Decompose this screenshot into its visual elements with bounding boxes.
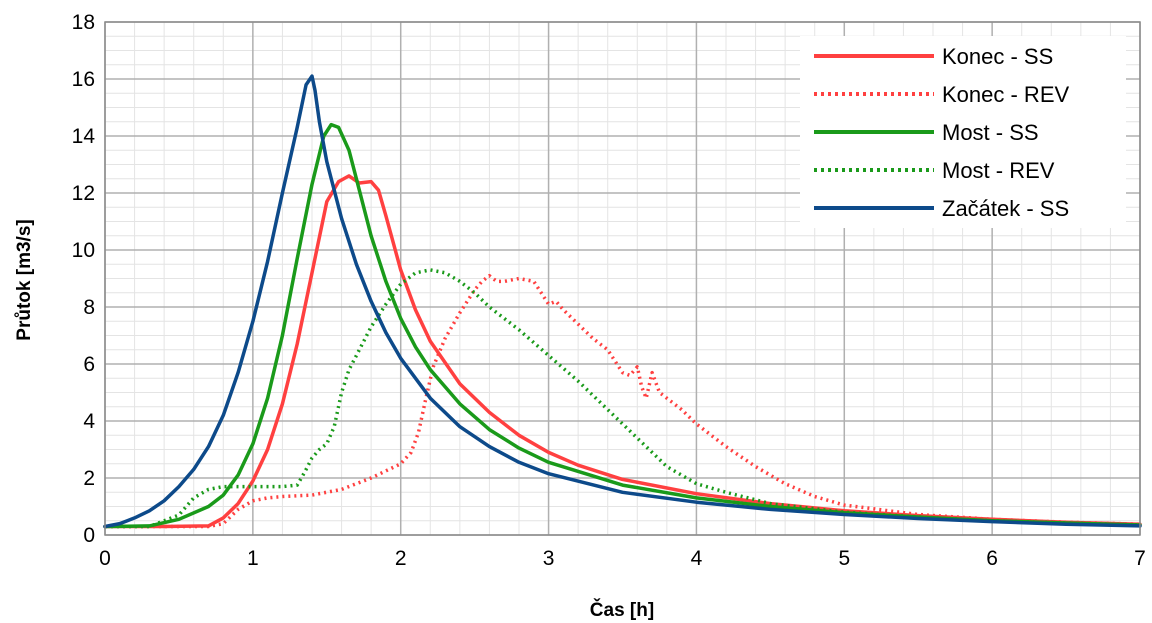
y-axis-title: Průtok [m3/s] xyxy=(14,219,35,340)
y-tick-label: 14 xyxy=(72,125,96,148)
x-tick-label: 4 xyxy=(691,547,703,570)
plot-frame xyxy=(104,21,1141,536)
y-tick-label: 12 xyxy=(72,182,95,205)
legend-label: Konec - SS xyxy=(942,44,1053,69)
legend-label: Most - REV xyxy=(942,158,1055,183)
y-tick-label: 4 xyxy=(83,410,95,433)
series-line-konec-rev xyxy=(105,273,1141,529)
series-line-most-rev xyxy=(105,268,1141,529)
series-layer xyxy=(103,74,1142,529)
legend: Konec - SS Konec - REV Most - SS Most - REV… xyxy=(800,36,1126,228)
x-tick-label: 5 xyxy=(838,547,850,570)
legend-label: Konec - REV xyxy=(942,82,1069,107)
y-tick-label: 0 xyxy=(83,524,95,547)
x-tick-label: 2 xyxy=(395,547,407,570)
x-tick-label: 0 xyxy=(99,547,111,570)
y-axis-ticks: 0 2 4 6 8 10 12 14 16 18 xyxy=(72,11,96,547)
x-axis-title: Čas [h] xyxy=(590,599,654,621)
series-line-most-ss xyxy=(103,122,1142,529)
legend-label: Most - SS xyxy=(942,120,1039,145)
y-tick-label: 6 xyxy=(83,353,95,376)
y-tick-label: 16 xyxy=(72,68,95,91)
y-tick-label: 10 xyxy=(72,239,95,262)
x-axis-ticks: 0 1 2 3 4 5 6 7 xyxy=(99,547,1146,570)
series-line-konec-ss xyxy=(103,174,1142,529)
y-tick-label: 2 xyxy=(83,467,95,490)
x-tick-label: 3 xyxy=(543,547,555,570)
legend-label: Začátek - SS xyxy=(942,196,1069,221)
x-tick-label: 1 xyxy=(247,547,259,570)
x-tick-label: 7 xyxy=(1134,547,1146,570)
y-tick-label: 8 xyxy=(83,296,95,319)
series-line-za-tek-ss xyxy=(103,74,1142,529)
x-tick-label: 6 xyxy=(986,547,998,570)
y-tick-label: 18 xyxy=(72,11,95,34)
